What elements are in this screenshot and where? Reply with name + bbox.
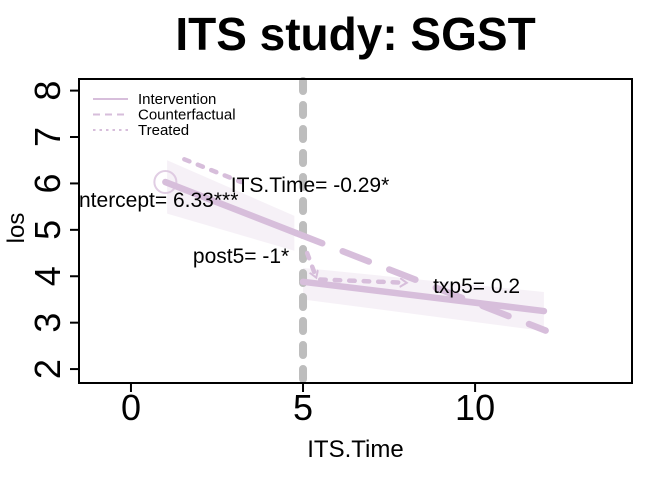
y-tick-label: 5 (27, 220, 68, 240)
series-treated-drop (304, 250, 316, 280)
y-tick-label: 2 (27, 359, 68, 379)
y-tick-label: 8 (27, 81, 68, 101)
annotation-0: ITS.Time= -0.29* (231, 174, 390, 197)
y-tick-label: 7 (27, 127, 68, 147)
series-treated-post (317, 277, 406, 283)
x-tick-label: 10 (455, 387, 495, 428)
series-treated-pre (182, 157, 244, 185)
annotation-3: txp5= 0.2 (433, 275, 520, 298)
plot-box (78, 78, 633, 384)
x-tick-label: 5 (293, 387, 313, 428)
series-intervention-post (299, 278, 548, 315)
y-tick-label: 3 (27, 313, 68, 333)
annotation-2: post5= -1* (193, 245, 289, 268)
legend-label-2: Treated (138, 122, 189, 139)
legend-label-0: Intervention (138, 91, 216, 108)
chart-title: ITS study: SGST (175, 8, 536, 60)
x-tick-label: 0 (121, 387, 141, 428)
series-counterfactual-post (292, 229, 549, 334)
x-axis-label: ITS.Time (307, 436, 404, 463)
annotation-1: ntercept= 6.33*** (79, 189, 238, 212)
y-tick-label: 4 (27, 266, 68, 286)
y-tick-label: 6 (27, 173, 68, 193)
series-intervention-pre (162, 178, 300, 237)
start-point-marker (153, 170, 178, 195)
legend-label-1: Counterfactual (138, 107, 236, 124)
